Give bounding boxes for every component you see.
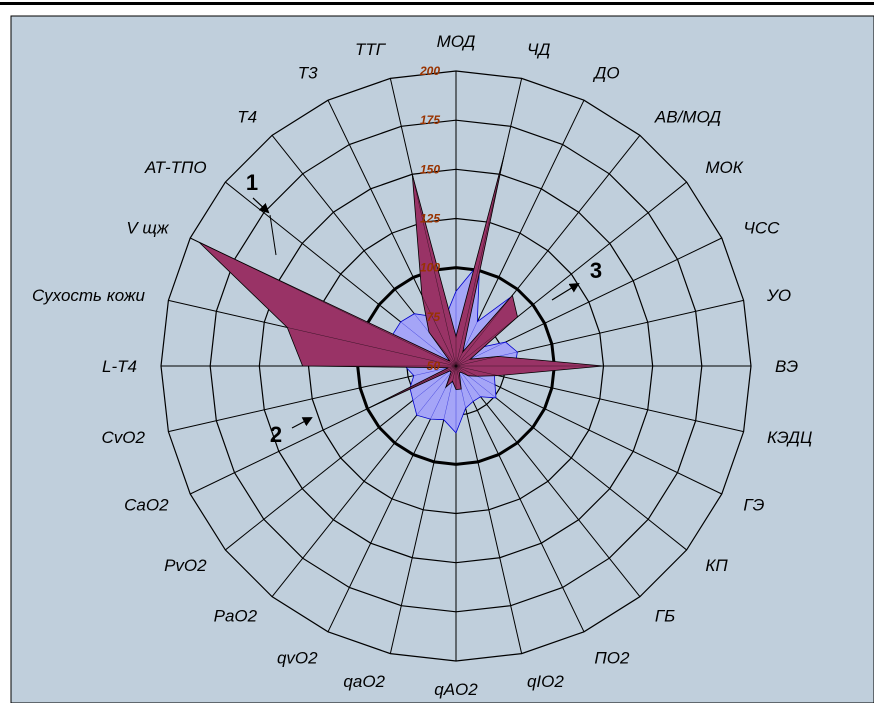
spoke-8	[455, 365, 744, 433]
series-1-point-6	[455, 356, 499, 367]
category-label-15: qaO2	[343, 672, 385, 691]
series-1-point-3	[455, 295, 513, 367]
series-1-point-1	[455, 155, 505, 367]
series-0-point-24	[400, 321, 457, 367]
tick-label-125: 125	[420, 212, 440, 226]
spoke-9	[455, 365, 723, 495]
category-label-17: PaO2	[214, 606, 258, 625]
series-1-point-11	[455, 365, 462, 373]
category-label-10: КП	[705, 556, 728, 575]
series-1-point-4	[455, 316, 518, 367]
category-label-4: МОК	[705, 158, 743, 177]
series-1-point-18	[449, 365, 457, 372]
category-label-23: V щж	[126, 219, 170, 238]
outer-top-rule	[0, 2, 874, 5]
category-label-13: qIO2	[527, 672, 564, 691]
category-label-7: ВЭ	[775, 357, 798, 376]
annotation-3: 3	[590, 258, 602, 283]
series-1-point-13	[455, 365, 462, 390]
category-label-25: Т4	[237, 108, 257, 127]
tick-labels: 50 75 100 125 150 175 200	[419, 64, 440, 373]
annotation-3-arrow	[551, 282, 580, 301]
category-label-3: АВ/МОД	[654, 108, 721, 127]
category-label-2: ДО	[592, 64, 619, 83]
annotations: 1 2 3	[246, 170, 602, 447]
tick-label-150: 150	[420, 162, 440, 176]
category-label-8: КЭДЦ	[767, 428, 812, 447]
category-label-16: qvO2	[277, 648, 318, 667]
tick-label-50: 50	[427, 359, 441, 373]
series-1-point-25	[428, 332, 457, 367]
annotation-2-arrow	[291, 417, 313, 429]
series-1-point-27	[411, 174, 457, 367]
annotation-1-arrow	[252, 197, 270, 214]
spoke-13	[455, 365, 523, 654]
category-labels: МОД ЧД ДО АВ/МОД МОК ЧСС УО ВЭ КЭДЦ ГЭ КП ГБ ПО2 qIO2…	[32, 32, 812, 699]
category-label-6: УО	[766, 286, 791, 305]
tick-label-175: 175	[420, 113, 440, 127]
category-label-19: CaO2	[124, 495, 169, 514]
tick-label-200: 200	[419, 64, 440, 78]
series-1-point-17	[450, 365, 457, 373]
series-0-point-17	[416, 365, 457, 416]
category-label-18: PvO2	[164, 556, 207, 575]
series-1-point-19	[367, 365, 457, 409]
category-label-0: МОД	[437, 32, 476, 51]
category-label-24: АТ-ТПО	[144, 158, 207, 177]
series-1-point-20	[448, 365, 457, 368]
series-1-point-22	[287, 327, 457, 367]
category-label-14: qAO2	[434, 680, 478, 699]
series-1-point-10	[455, 365, 469, 377]
series	[198, 154, 604, 434]
series-1-point-26	[421, 295, 457, 367]
series-1-point-24	[449, 360, 457, 367]
category-label-11: ГБ	[655, 606, 675, 625]
category-label-5: ЧСС	[743, 219, 780, 238]
series-1-point-12	[455, 365, 460, 374]
series-1-point-2	[455, 351, 464, 367]
tick-label-100: 100	[420, 261, 440, 275]
spoke-12	[455, 365, 585, 633]
series-1-point-5	[455, 358, 471, 367]
series-1-point-16	[445, 365, 457, 388]
annotation-1-leader	[269, 214, 277, 256]
annotation-1: 1	[246, 170, 258, 195]
series-1-point-8	[455, 365, 499, 376]
category-label-9: ГЭ	[743, 495, 764, 514]
series-1-point-23	[198, 242, 457, 367]
category-label-26: Т3	[298, 64, 318, 83]
annotation-2: 2	[270, 422, 282, 447]
category-label-22: Сухость кожи	[32, 286, 145, 305]
category-label-27: ТТГ	[355, 40, 387, 59]
category-label-1: ЧД	[527, 40, 550, 59]
category-label-21: L-T4	[102, 357, 137, 376]
spoke-11	[455, 365, 641, 597]
spoke-20	[168, 365, 457, 433]
category-label-20: CvO2	[102, 428, 146, 447]
series-1-point-15	[452, 365, 457, 382]
tick-label-75: 75	[427, 310, 441, 324]
category-label-12: ПО2	[594, 648, 630, 667]
series-1-point-9	[455, 365, 478, 377]
